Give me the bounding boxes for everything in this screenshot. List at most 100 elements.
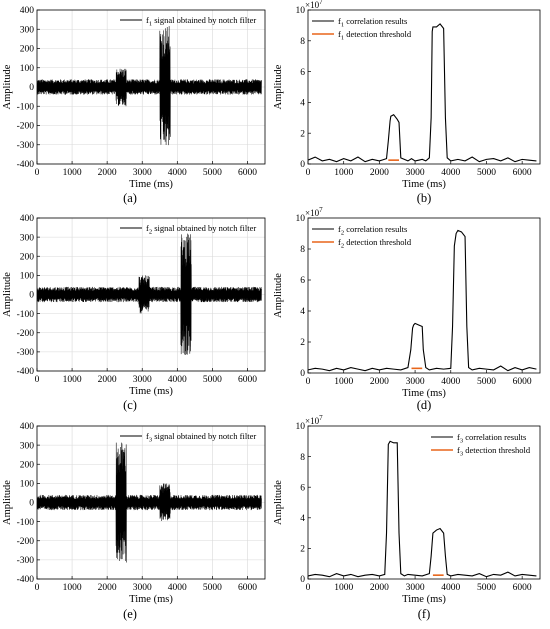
y-exponent-label: ×107: [305, 206, 323, 218]
x-tick-label: 1000: [334, 583, 353, 593]
y-tick-label: -300: [17, 556, 35, 566]
y-tick-label: -400: [17, 575, 35, 585]
x-tick-label: 3000: [133, 168, 152, 178]
legend-label: f2 correlation results: [338, 224, 407, 237]
legend-label: f1 correlation results: [338, 16, 407, 29]
y-axis-label: Amplitude: [2, 272, 13, 317]
x-axis-label: Time (ms): [402, 179, 446, 190]
x-tick-label: 3000: [406, 377, 425, 387]
legend-label: f1 signal obtained by notch filter: [146, 15, 256, 28]
y-exponent-label: ×107: [305, 414, 323, 426]
x-tick-label: 3000: [406, 583, 425, 593]
chart-panel-b: 0 1000 2000 3000 4000 5000 6000 0 2 4 6 8 10×107 Time…: [273, 0, 541, 205]
y-tick-label: 300: [20, 25, 35, 35]
correlation-line-d: [308, 229, 537, 372]
y-tick-label: 6: [300, 483, 305, 493]
x-tick-label: 2000: [98, 375, 117, 385]
y-tick-label: -200: [17, 122, 35, 132]
chart-panel-c: 0 1000 2000 3000 4000 5000 6000-400-300-200-10…: [2, 214, 266, 412]
y-axis-label: Amplitude: [273, 273, 284, 318]
y-tick-label: 2: [300, 129, 305, 139]
plot-frame-f: [307, 425, 541, 580]
correlation-line-b: [308, 23, 537, 163]
y-tick-label: -100: [17, 310, 35, 320]
legend-label: f3 correlation results: [457, 432, 526, 445]
y-tick-label: 0: [300, 575, 305, 585]
y-tick-label: 8: [300, 37, 305, 47]
x-axis-label: Time (ms): [402, 594, 446, 605]
x-tick-label: 2000: [370, 168, 389, 178]
x-axis-label: Time (ms): [402, 388, 446, 399]
x-tick-label: 4000: [168, 583, 187, 593]
x-tick-label: 0: [306, 377, 311, 387]
plot-frame-d: [307, 217, 541, 374]
y-tick-label: 200: [20, 252, 35, 262]
x-tick-label: 6000: [513, 168, 532, 178]
y-tick-label: -200: [17, 537, 35, 547]
legend-label: f3 signal obtained by notch filter: [146, 431, 256, 444]
y-tick-label: 6: [300, 276, 305, 286]
legend-label: f2 signal obtained by notch filter: [146, 223, 256, 236]
y-tick-label: 6: [300, 68, 305, 78]
x-tick-label: 0: [35, 168, 40, 178]
chart-panel-d: 0 1000 2000 3000 4000 5000 6000 0 2 4 6 8 10×107 Time…: [273, 206, 541, 412]
y-tick-label: 8: [300, 453, 305, 463]
y-tick-label: 10: [296, 6, 306, 16]
x-axis-label: Time (ms): [129, 594, 173, 605]
y-tick-label: 300: [20, 441, 35, 451]
x-tick-label: 5000: [203, 168, 222, 178]
x-tick-label: 5000: [477, 168, 496, 178]
x-tick-label: 1000: [334, 377, 353, 387]
y-tick-label: 4: [300, 307, 305, 317]
x-axis-label: Time (ms): [129, 179, 173, 190]
y-tick-label: 4: [300, 99, 305, 109]
x-tick-label: 2000: [98, 168, 117, 178]
x-tick-label: 1000: [63, 168, 82, 178]
panel-label: (a): [123, 191, 137, 205]
x-tick-label: 6000: [238, 168, 257, 178]
x-tick-label: 6000: [238, 375, 257, 385]
y-tick-label: 0: [300, 369, 305, 379]
y-tick-label: -400: [17, 367, 35, 377]
y-tick-label: 400: [20, 6, 35, 16]
x-tick-label: 6000: [513, 377, 532, 387]
y-tick-label: 400: [20, 214, 35, 224]
x-tick-label: 4000: [441, 583, 460, 593]
x-tick-label: 6000: [238, 583, 257, 593]
x-tick-label: 5000: [203, 375, 222, 385]
x-tick-label: 1000: [334, 168, 353, 178]
y-tick-label: 200: [20, 45, 35, 55]
y-axis-label: Amplitude: [273, 64, 284, 109]
x-tick-label: 2000: [370, 583, 389, 593]
y-tick-label: 100: [20, 64, 35, 74]
y-tick-label: -300: [17, 141, 35, 151]
x-tick-label: 6000: [513, 583, 532, 593]
y-tick-label: 10: [296, 214, 306, 224]
y-tick-label: 0: [300, 160, 305, 170]
x-tick-label: 3000: [406, 168, 425, 178]
x-tick-label: 4000: [168, 168, 187, 178]
signal-line-a: [37, 26, 262, 146]
y-axis-label: Amplitude: [2, 480, 13, 525]
x-axis-label: Time (ms): [129, 386, 173, 397]
chart-panel-f: 0 1000 2000 3000 4000 5000 6000 0 2 4 6 8 10×107 Time…: [273, 414, 541, 621]
y-tick-label: 400: [20, 422, 35, 432]
y-tick-label: 0: [29, 499, 34, 509]
signal-line-c: [37, 233, 262, 355]
y-tick-label: -400: [17, 160, 35, 170]
y-tick-label: 4: [300, 514, 305, 524]
y-tick-label: -200: [17, 329, 35, 339]
x-tick-label: 4000: [168, 375, 187, 385]
x-tick-label: 2000: [98, 583, 117, 593]
y-tick-label: -100: [17, 102, 35, 112]
x-tick-label: 4000: [441, 168, 460, 178]
y-tick-label: 200: [20, 460, 35, 470]
legend-label: f3 detection threshold: [457, 445, 531, 458]
y-tick-label: 300: [20, 233, 35, 243]
chart-panel-e: 0 1000 2000 3000 4000 5000 6000-400-300-200-10…: [2, 422, 266, 621]
y-tick-label: -300: [17, 348, 35, 358]
panel-label: (f): [418, 607, 431, 621]
x-tick-label: 4000: [441, 377, 460, 387]
y-tick-label: 8: [300, 245, 305, 255]
